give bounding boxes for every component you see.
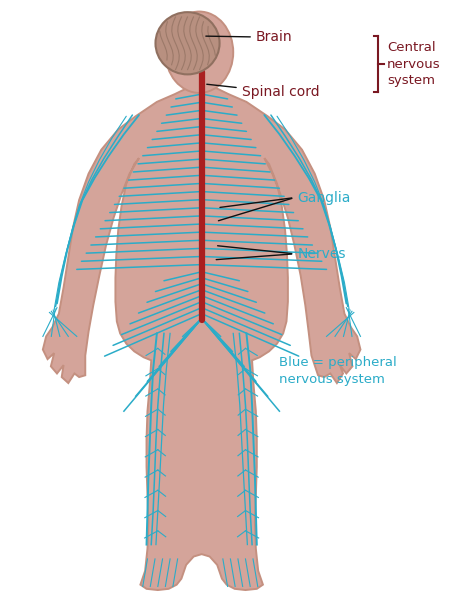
Ellipse shape xyxy=(155,12,219,75)
Text: Brain: Brain xyxy=(206,30,292,44)
Text: Nerves: Nerves xyxy=(297,247,346,261)
Ellipse shape xyxy=(165,11,233,93)
Polygon shape xyxy=(43,87,360,590)
Text: Spinal cord: Spinal cord xyxy=(207,84,319,99)
Text: Ganglia: Ganglia xyxy=(297,191,351,204)
Text: Central
nervous
system: Central nervous system xyxy=(387,41,440,87)
Text: Blue = peripheral
nervous system: Blue = peripheral nervous system xyxy=(279,356,397,386)
